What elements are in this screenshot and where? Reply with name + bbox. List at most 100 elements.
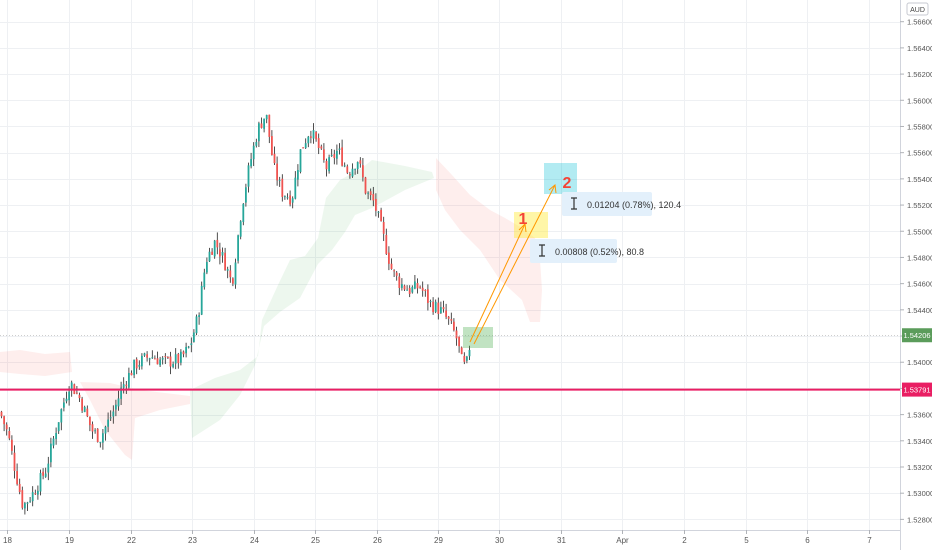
arrowhead-2: [548, 184, 557, 194]
arrow-to-target-1[interactable]: [469, 223, 526, 343]
candle-up: [213, 239, 216, 259]
candle-body: [351, 168, 354, 177]
candle-up: [440, 301, 442, 315]
candle-up: [226, 266, 229, 279]
candle-up: [112, 405, 115, 424]
candle-up: [307, 135, 310, 148]
support-line-badge[interactable]: [902, 382, 932, 397]
y-tick-label: 1.53200: [907, 463, 932, 472]
candle-up: [294, 171, 297, 200]
arrowhead-1: [518, 222, 527, 233]
candle-body: [427, 289, 429, 303]
candle-body: [31, 492, 34, 502]
candle-up: [234, 258, 237, 289]
candle-body: [414, 281, 416, 289]
candle-down: [3, 415, 5, 432]
candle-up: [117, 390, 120, 411]
entry-zone[interactable]: [463, 327, 493, 348]
candle-up: [193, 329, 195, 343]
candle-body: [284, 196, 286, 198]
candle-up: [174, 348, 177, 370]
candle-body: [356, 162, 359, 170]
candle-body: [57, 422, 60, 432]
candle-body: [3, 416, 5, 425]
candle-body: [187, 346, 190, 348]
candle-body: [271, 136, 273, 155]
candle-up: [107, 412, 109, 433]
candle-down: [453, 318, 455, 332]
candle-body: [24, 503, 26, 509]
candle-up: [328, 154, 330, 174]
candle-up: [221, 247, 224, 263]
candle-body: [125, 384, 128, 387]
candle-up: [44, 467, 47, 478]
candle-down: [5, 422, 8, 436]
candles: [0, 114, 471, 515]
candle-body: [328, 157, 330, 172]
candle-body: [390, 263, 393, 269]
candle-up: [284, 195, 286, 200]
candle-down: [403, 284, 406, 291]
y-tick-label: 1.56400: [907, 44, 932, 53]
target-2-zone[interactable]: [544, 163, 577, 194]
candle-body: [44, 473, 47, 477]
candle-body: [245, 187, 247, 203]
candle-up: [195, 314, 198, 336]
candle-body: [86, 408, 89, 417]
candle-body: [434, 301, 437, 312]
candle-body: [198, 315, 200, 318]
candle-up: [468, 345, 471, 361]
candle-body: [229, 270, 232, 278]
candle-up: [401, 278, 403, 291]
candle-body: [419, 286, 421, 288]
time-axis[interactable]: 18 19 22 23 24 25 26 29 30 31 Apr 2 5 6 7: [0, 530, 900, 545]
x-tick-label: 18: [3, 536, 12, 545]
current-price-badge[interactable]: [902, 328, 932, 343]
candle-body: [224, 252, 226, 271]
candle-up: [138, 360, 141, 370]
candle-body: [255, 141, 258, 146]
target-1-zone[interactable]: [514, 212, 548, 238]
candle-body: [143, 353, 146, 356]
candle-body: [382, 222, 385, 234]
candle-body: [50, 443, 52, 463]
candle-body: [13, 452, 16, 471]
y-tick-label: 1.56600: [907, 18, 932, 27]
candle-body: [453, 321, 455, 331]
candle-body: [237, 235, 239, 261]
candle-body: [112, 411, 115, 417]
candle-body: [96, 428, 99, 443]
candle-body: [260, 123, 263, 128]
candle-body: [141, 355, 143, 367]
candle-body: [167, 356, 169, 358]
measure-1[interactable]: 0.00808 (0.52%), 80.8: [530, 239, 644, 263]
candle-down: [442, 300, 445, 313]
candle-body: [16, 471, 18, 485]
candle-up: [351, 163, 354, 178]
candle-body: [221, 251, 224, 256]
candle-down: [458, 336, 460, 353]
candle-down: [281, 174, 284, 202]
candle-body: [234, 262, 237, 285]
candle-body: [291, 198, 294, 203]
candle-up: [245, 183, 247, 207]
cloud-red: [436, 158, 542, 322]
candle-down: [177, 352, 180, 369]
candle-down: [455, 326, 458, 346]
candle-up: [115, 399, 117, 417]
candle-up: [180, 349, 182, 366]
candle-up: [208, 247, 211, 263]
projection[interactable]: 1 2 0.01204 (0.78%), 120.4 0.00808 (0.52%),…: [463, 163, 681, 348]
candle-up: [242, 203, 245, 226]
arrow-to-target-2[interactable]: [473, 184, 556, 345]
candle-up: [406, 285, 408, 291]
candle-down: [21, 486, 24, 510]
candle-up: [55, 427, 57, 445]
candle-body: [278, 179, 281, 181]
candle-down: [164, 353, 167, 365]
price-axis[interactable]: 1.56600 1.56400 1.56200 1.56000 1.55800 1.556…: [900, 0, 932, 550]
candle-down: [432, 297, 434, 315]
measure-2[interactable]: 0.01204 (0.78%), 120.4: [562, 192, 681, 216]
